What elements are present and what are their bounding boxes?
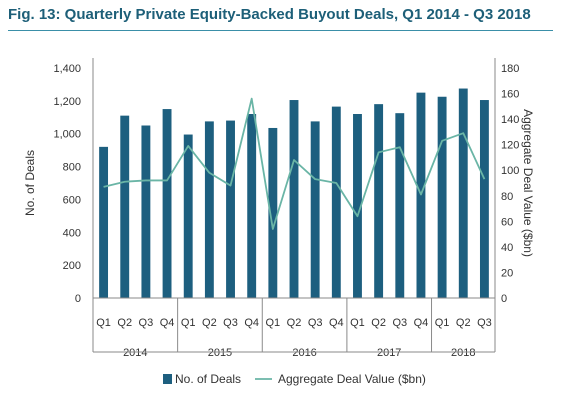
bar — [268, 127, 278, 298]
right-tick-label: 160 — [501, 89, 519, 101]
left-tick-label: 800 — [63, 162, 81, 174]
bar — [395, 113, 405, 298]
left-tick-label: 0 — [75, 293, 81, 305]
x-axis-ticks: Q1 Q2 Q3 Q4 Q1 Q2 Q3 Q4 Q1 Q2 Q3 Q4 Q1 Q2 Q3 Q4 Q1 Q2 Q3 — [96, 317, 492, 329]
x-tick-label: Q3 — [308, 317, 323, 329]
x-tick-label: Q2 — [456, 317, 471, 329]
left-axis-ticks: 0 200 400 600 800 1,000 1,200 1,400 — [53, 63, 81, 305]
x-tick-label: Q1 — [435, 317, 450, 329]
bar — [162, 109, 172, 298]
legend-swatch-bars — [163, 374, 172, 384]
x-tick-label: Q3 — [477, 317, 492, 329]
bar — [374, 104, 384, 299]
bar — [289, 100, 299, 299]
line-series — [103, 97, 486, 230]
right-tick-label: 140 — [501, 114, 519, 126]
right-tick-label: 180 — [501, 63, 519, 75]
right-axis-ticks: 0 20 40 60 80 100 120 140 160 180 — [501, 63, 519, 305]
bar — [331, 106, 341, 298]
bar — [437, 96, 447, 298]
x-tick-label: Q2 — [371, 317, 386, 329]
x-tick-label: Q1 — [96, 317, 111, 329]
x-tick-label: Q4 — [160, 317, 175, 329]
x-tick-label: Q2 — [202, 317, 217, 329]
left-tick-label: 1,400 — [53, 63, 81, 75]
right-tick-label: 120 — [501, 140, 519, 152]
title-divider — [8, 30, 553, 31]
right-tick-label: 80 — [501, 191, 513, 203]
bar — [247, 114, 257, 298]
x-tick-label: Q1 — [181, 317, 196, 329]
year-group-label: 2015 — [208, 347, 232, 359]
right-tick-label: 100 — [501, 165, 519, 177]
x-tick-label: Q4 — [414, 317, 429, 329]
bar — [458, 88, 468, 299]
bar — [120, 115, 130, 299]
year-group-label: 2016 — [292, 347, 316, 359]
line-aggregate-deal-value — [103, 97, 486, 230]
bar — [204, 121, 214, 299]
bar — [310, 121, 320, 299]
left-tick-label: 1,200 — [53, 96, 81, 108]
x-tick-label: Q4 — [244, 317, 259, 329]
bar — [479, 100, 489, 299]
x-tick-label: Q3 — [139, 317, 154, 329]
x-tick-label: Q2 — [287, 317, 302, 329]
bar — [99, 146, 109, 298]
right-tick-label: 60 — [501, 216, 513, 228]
bar-series — [99, 88, 489, 299]
legend-label-deals: No. of Deals — [175, 372, 241, 386]
left-tick-label: 400 — [63, 227, 81, 239]
legend: No. of Deals Aggregate Deal Value ($bn) — [163, 372, 426, 386]
x-tick-label: Q1 — [350, 317, 365, 329]
right-tick-label: 20 — [501, 267, 513, 279]
bar — [226, 120, 235, 298]
year-group-label: 2018 — [451, 347, 475, 359]
x-tick-label: Q3 — [223, 317, 238, 329]
year-group-label: 2014 — [123, 347, 147, 359]
year-group-label: 2017 — [377, 347, 401, 359]
x-axis-year-groups: 2014 2015 2016 2017 2018 — [92, 298, 496, 359]
right-tick-label: 40 — [501, 242, 513, 254]
chart-title: Fig. 13: Quarterly Private Equity-Backed… — [8, 6, 531, 23]
left-tick-label: 1,000 — [53, 129, 81, 141]
x-tick-label: Q1 — [265, 317, 280, 329]
left-axis-title: No. of Deals — [23, 150, 37, 216]
right-tick-label: 0 — [501, 293, 507, 305]
left-tick-label: 600 — [63, 194, 81, 206]
bar — [183, 134, 193, 298]
right-axis-title: Aggregate Deal Value ($bn) — [521, 109, 535, 257]
legend-label-value: Aggregate Deal Value ($bn) — [278, 372, 426, 386]
x-tick-label: Q3 — [392, 317, 407, 329]
left-tick-label: 200 — [63, 260, 81, 272]
bar — [353, 114, 362, 298]
bar — [141, 125, 151, 298]
x-tick-label: Q2 — [117, 317, 132, 329]
x-tick-label: Q4 — [329, 317, 344, 329]
